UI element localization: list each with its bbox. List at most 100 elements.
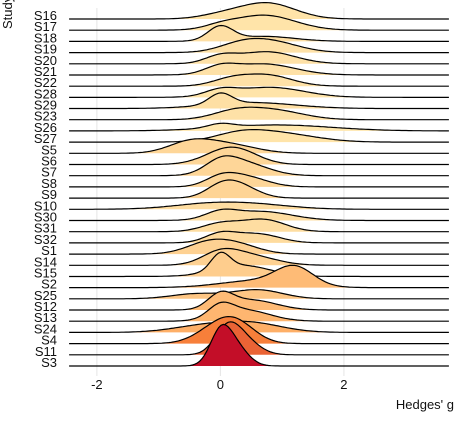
study-label-S32: S32 [34, 232, 57, 247]
study-label-S26: S26 [34, 120, 57, 135]
ridge-line-S26 [69, 122, 449, 132]
ridge-area-S32 [69, 231, 449, 243]
ridge-area-S21 [69, 63, 449, 75]
ridge-line-S17 [69, 14, 449, 31]
ridge-area-S22 [69, 74, 449, 87]
ridge-line-S22 [69, 73, 449, 87]
study-label-S30: S30 [34, 209, 57, 224]
ridge-S19 [69, 37, 449, 54]
ridge-line-S24 [69, 320, 449, 333]
ridge-line-S8 [69, 171, 449, 188]
ridge-S23 [69, 106, 449, 121]
study-label-S20: S20 [34, 53, 57, 68]
ridge-S31 [69, 218, 449, 233]
study-label-S3: S3 [41, 355, 57, 370]
ridge-S26 [69, 122, 449, 132]
x-tick-label-0: 0 [217, 377, 224, 392]
study-label-S24: S24 [34, 321, 57, 336]
ridge-S21 [69, 62, 449, 76]
ridge-S20 [69, 51, 449, 65]
ridge-S15 [69, 251, 449, 278]
study-label-S28: S28 [34, 86, 57, 101]
ridge-area-S23 [69, 107, 449, 120]
ridge-area-S14 [69, 248, 449, 266]
ridge-area-S29 [69, 92, 449, 109]
ridge-line-S29 [69, 92, 449, 110]
study-label-S10: S10 [34, 198, 57, 213]
ridge-S29 [69, 92, 449, 110]
study-label-S7: S7 [41, 165, 57, 180]
x-axis-title: Hedges' g [396, 397, 454, 412]
ridge-area-S16 [69, 2, 449, 19]
ridge-line-S4 [69, 315, 449, 345]
ridge-line-S2 [69, 264, 449, 289]
ridge-S6 [69, 146, 449, 166]
ridge-S5 [69, 138, 449, 154]
ridge-line-S10 [69, 201, 449, 210]
ridge-S22 [69, 73, 449, 87]
ridge-line-S7 [69, 155, 449, 177]
ridge-line-S31 [69, 218, 449, 233]
ridge-line-S25 [69, 289, 449, 300]
ridge-S2 [69, 264, 449, 289]
ridge-area-S2 [69, 265, 449, 288]
ridge-area-S4 [69, 316, 449, 344]
ridge-area-S25 [69, 289, 449, 299]
study-label-S16: S16 [34, 8, 57, 23]
study-label-S8: S8 [41, 176, 57, 191]
study-label-S31: S31 [34, 221, 57, 236]
ridge-line-S32 [69, 230, 449, 244]
ridge-S32 [69, 230, 449, 244]
ridge-area-S11 [69, 321, 449, 355]
ridge-area-S28 [69, 87, 449, 98]
ridge-area-S15 [69, 252, 449, 277]
x-tick-label-2: 2 [340, 377, 347, 392]
study-label-S4: S4 [41, 333, 57, 348]
ridge-area-S7 [69, 155, 449, 176]
ridge-S10 [69, 201, 449, 210]
ridge-area-S19 [69, 38, 449, 53]
study-label-S11: S11 [35, 344, 57, 359]
ridge-area-S8 [69, 172, 449, 187]
ridge-S17 [69, 14, 449, 31]
ridge-S3 [69, 323, 449, 367]
ridge-S27 [69, 129, 449, 143]
ridge-line-S16 [69, 2, 449, 20]
x-tick-labels: -2 0 2 [91, 377, 347, 392]
ridge-S8 [69, 171, 449, 188]
study-label-S14: S14 [34, 254, 57, 269]
study-label-S23: S23 [34, 109, 57, 124]
ridge-area-S30 [69, 209, 449, 221]
ridge-line-S23 [69, 106, 449, 121]
ridge-line-S13 [69, 301, 449, 322]
study-label-S12: S12 [34, 299, 57, 314]
study-label-S15: S15 [34, 265, 57, 280]
ridge-line-S1 [69, 238, 449, 255]
ridge-line-S28 [69, 86, 449, 98]
ridge-line-S11 [69, 321, 449, 356]
ridge-area-S1 [69, 239, 449, 255]
ridge-S30 [69, 208, 449, 222]
ridge-area-S17 [69, 15, 449, 31]
study-label-S22: S22 [34, 75, 57, 90]
ridge-S25 [69, 289, 449, 300]
ridge-S24 [69, 320, 449, 333]
study-label-S6: S6 [41, 154, 57, 169]
ridge-line-S5 [69, 138, 449, 154]
ridge-line-S27 [69, 129, 449, 143]
study-label-S9: S9 [41, 187, 57, 202]
study-label-S2: S2 [41, 277, 57, 292]
ridge-line-S14 [69, 247, 449, 266]
ridge-line-S18 [69, 24, 449, 42]
ridge-line-S15 [69, 251, 449, 278]
study-label-S1: S1 [41, 243, 57, 258]
ridge-S16 [69, 2, 449, 20]
ridge-area-S5 [69, 138, 449, 154]
ridge-S28 [69, 86, 449, 98]
ridge-line-S19 [69, 37, 449, 54]
ridge-area-S10 [69, 202, 449, 210]
study-label-S18: S18 [34, 30, 57, 45]
ridge-area-S27 [69, 129, 449, 143]
ridge-area-S20 [69, 51, 449, 64]
